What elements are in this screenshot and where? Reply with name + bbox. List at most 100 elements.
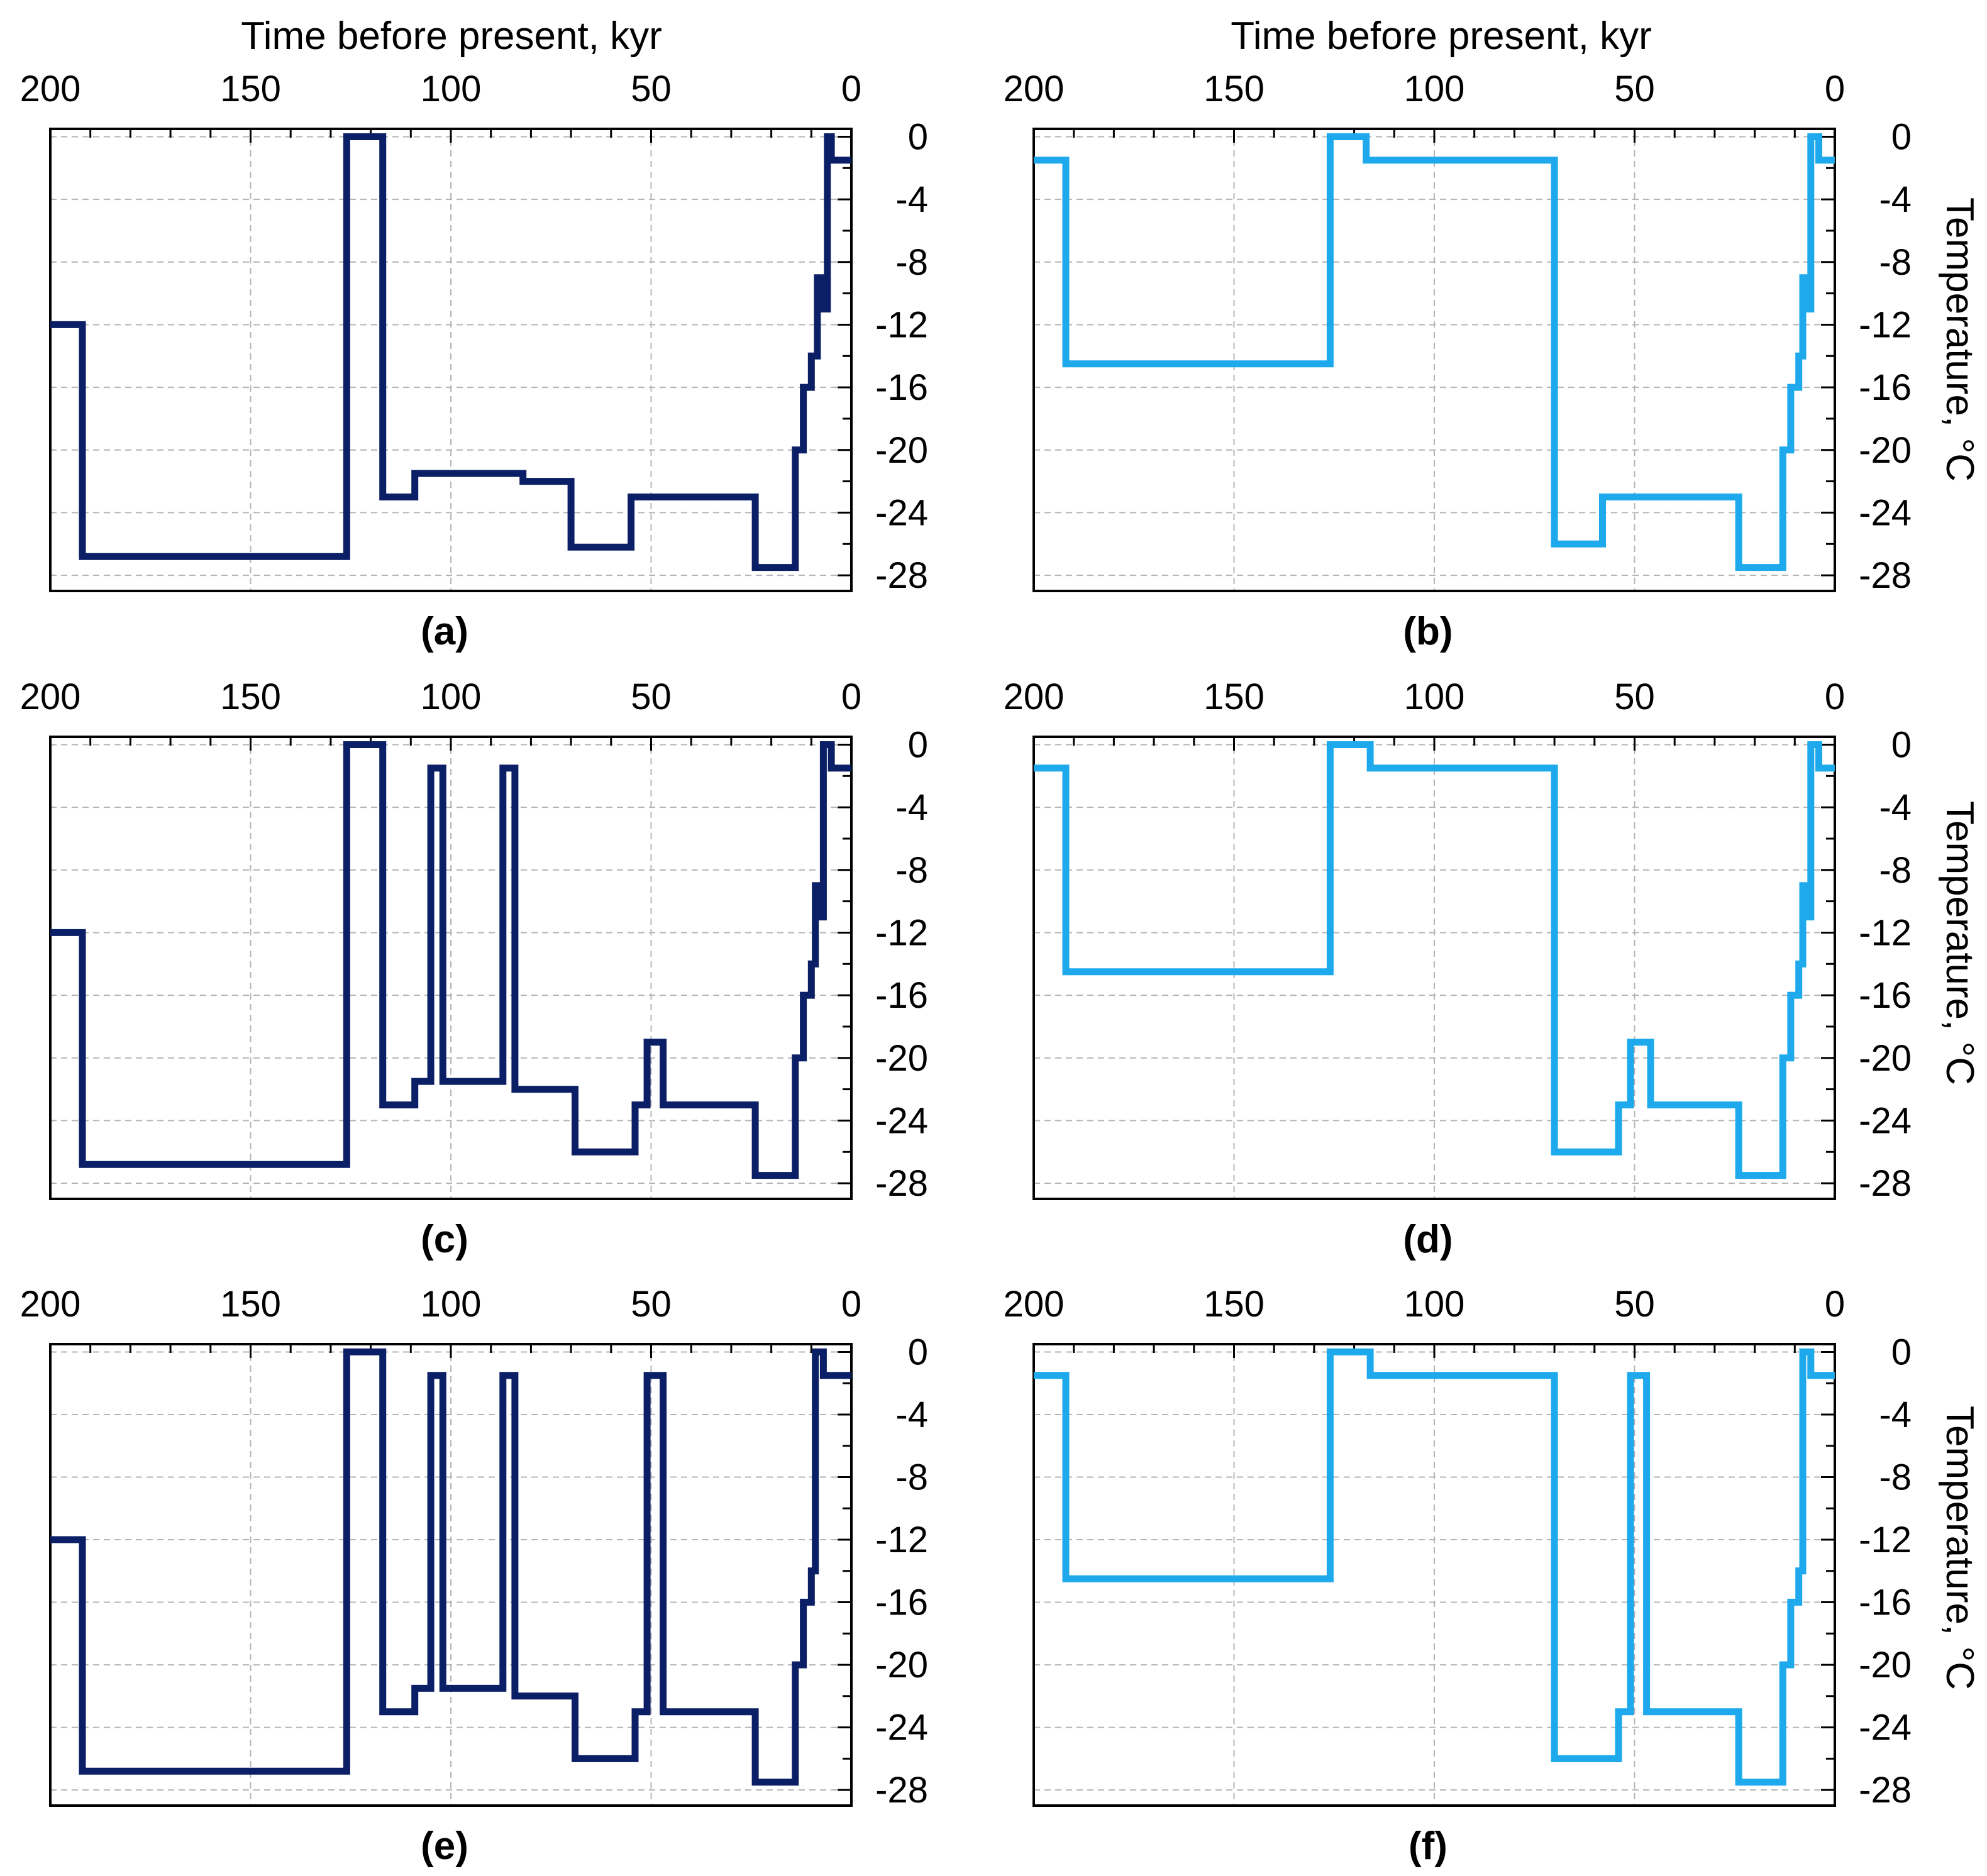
temperature-series-line xyxy=(1034,133,1835,571)
y-tick-label: -28 xyxy=(875,555,928,596)
x-tick-label: 200 xyxy=(20,1284,81,1325)
y-tick-label: -20 xyxy=(1859,1038,1912,1079)
y-axis-title-bottom: Temperature, °C xyxy=(1938,1406,1981,1690)
x-tick-label: 200 xyxy=(20,676,81,717)
y-tick-label: -8 xyxy=(895,242,928,283)
x-tick-label: 0 xyxy=(1825,676,1845,717)
x-tick-label: 100 xyxy=(421,676,482,717)
panel-label: (c) xyxy=(421,1218,468,1261)
y-tick-label: -12 xyxy=(875,304,928,345)
plot-frame xyxy=(49,128,853,592)
y-tick-label: -16 xyxy=(875,975,928,1016)
y-tick-label: -16 xyxy=(1859,1582,1912,1623)
plot-frame xyxy=(49,1343,853,1807)
y-tick-label: -4 xyxy=(1879,179,1912,220)
y-tick-label: -20 xyxy=(1859,430,1912,471)
y-tick-label: -4 xyxy=(895,179,928,220)
plot-frame xyxy=(1032,736,1836,1200)
x-tick-label: 0 xyxy=(1825,1284,1845,1325)
y-tick-label: -24 xyxy=(875,492,928,533)
panel-label: (d) xyxy=(1403,1218,1453,1261)
panel-d: 200 150 100 50 0 0 -4 -8 -12 -16 -20 -24 -28 (d) xyxy=(1004,676,1912,1261)
panel-label: (e) xyxy=(421,1824,468,1868)
y-tick-label: -12 xyxy=(1859,912,1912,953)
x-axis-title-left: Time before present, kyr xyxy=(241,14,662,58)
x-tick-label: 50 xyxy=(1614,69,1655,109)
y-tick-label: 0 xyxy=(908,116,928,157)
y-tick-label: -16 xyxy=(875,367,928,408)
x-tick-label: 100 xyxy=(421,69,482,109)
y-tick-label: -20 xyxy=(875,1038,928,1079)
x-tick-label: 150 xyxy=(220,1284,281,1325)
y-tick-label: -16 xyxy=(875,1582,928,1623)
x-tick-label: 50 xyxy=(631,676,672,717)
panel-label: (f) xyxy=(1409,1824,1447,1868)
y-tick-label: -28 xyxy=(875,1163,928,1204)
y-tick-label: -8 xyxy=(1879,850,1912,891)
y-tick-label: 0 xyxy=(908,724,928,765)
x-tick-label: 200 xyxy=(1004,676,1065,717)
panel-a: 200 150 100 50 0 0 -4 -8 -12 -16 -20 -24 -28 (a) xyxy=(20,69,928,653)
panel-c: 200 150 100 50 0 0 -4 -8 -12 -16 -20 -24 -28 (c) xyxy=(20,676,928,1261)
x-tick-label: 150 xyxy=(1204,1284,1265,1325)
y-tick-label: -28 xyxy=(1859,555,1912,596)
x-tick-label: 200 xyxy=(1004,1284,1065,1325)
temperature-series-line xyxy=(50,133,851,571)
x-tick-label: 0 xyxy=(841,1284,861,1325)
x-axis-title-right: Time before present, kyr xyxy=(1231,14,1652,58)
x-tick-label: 200 xyxy=(20,69,81,109)
x-tick-label: 100 xyxy=(421,1284,482,1325)
plot-frame xyxy=(1032,1343,1836,1807)
x-tick-label: 100 xyxy=(1404,676,1465,717)
y-tick-label: 0 xyxy=(1891,1332,1912,1372)
y-tick-label: -12 xyxy=(1859,1520,1912,1560)
y-tick-label: -20 xyxy=(875,1645,928,1686)
x-tick-label: 150 xyxy=(1204,69,1265,109)
y-tick-label: -28 xyxy=(1859,1163,1912,1204)
x-tick-label: 200 xyxy=(1004,69,1065,109)
y-tick-label: -4 xyxy=(1879,1394,1912,1435)
y-tick-label: -24 xyxy=(1859,492,1912,533)
x-tick-label: 100 xyxy=(1404,69,1465,109)
y-tick-label: 0 xyxy=(1891,116,1912,157)
x-tick-label: 150 xyxy=(1204,676,1265,717)
y-tick-label: -4 xyxy=(1879,787,1912,828)
y-tick-label: -28 xyxy=(1859,1770,1912,1811)
y-axis-title-middle: Temperature, °C xyxy=(1938,801,1981,1085)
panel-label: (b) xyxy=(1403,610,1453,653)
y-tick-label: -8 xyxy=(895,850,928,891)
panel-e: 200 150 100 50 0 0 -4 -8 -12 -16 -20 -24 -28 (e) xyxy=(20,1284,928,1868)
y-tick-label: -4 xyxy=(895,1394,928,1435)
x-tick-label: 50 xyxy=(1614,676,1655,717)
x-tick-label: 50 xyxy=(631,69,672,109)
y-tick-label: -28 xyxy=(875,1770,928,1811)
plot-frame xyxy=(1032,128,1836,592)
y-tick-label: -8 xyxy=(1879,242,1912,283)
temperature-series-line xyxy=(50,741,851,1179)
panel-f: 200 150 100 50 0 0 -4 -8 -12 -16 -20 -24 -28 (f) xyxy=(1004,1284,1912,1868)
temperature-series-line xyxy=(50,1348,851,1786)
y-tick-label: -16 xyxy=(1859,975,1912,1016)
y-tick-label: 0 xyxy=(1891,724,1912,765)
x-tick-label: 150 xyxy=(220,676,281,717)
y-tick-label: -16 xyxy=(1859,367,1912,408)
y-tick-label: -24 xyxy=(875,1708,928,1748)
y-tick-label: -4 xyxy=(895,787,928,828)
y-tick-label: -12 xyxy=(875,912,928,953)
panel-label: (a) xyxy=(421,610,468,653)
y-tick-label: -24 xyxy=(1859,1100,1912,1141)
temperature-series-line xyxy=(1034,741,1835,1179)
x-tick-label: 100 xyxy=(1404,1284,1465,1325)
panel-b: 200 150 100 50 0 0 -4 -8 -12 -16 -20 -24 -28 (b) xyxy=(1004,69,1912,653)
x-tick-label: 0 xyxy=(841,676,861,717)
x-tick-label: 50 xyxy=(1614,1284,1655,1325)
y-tick-label: 0 xyxy=(908,1332,928,1372)
y-tick-label: -8 xyxy=(1879,1457,1912,1498)
x-tick-label: 0 xyxy=(1825,69,1845,109)
x-tick-label: 50 xyxy=(631,1284,672,1325)
x-tick-label: 0 xyxy=(841,69,861,109)
y-tick-label: -24 xyxy=(1859,1708,1912,1748)
y-tick-label: -12 xyxy=(875,1520,928,1560)
y-axis-title-top: Temperature, °C xyxy=(1938,197,1981,482)
